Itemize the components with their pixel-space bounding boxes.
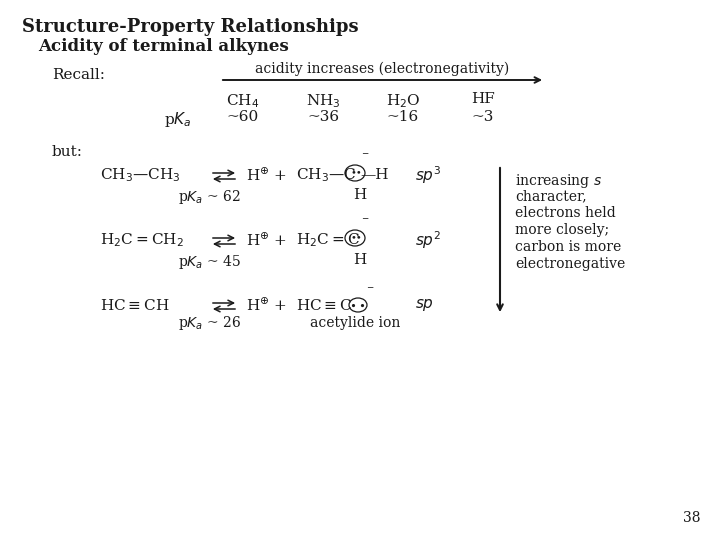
Text: ••: •• <box>350 233 361 242</box>
Text: H$^{\oplus}$ +: H$^{\oplus}$ + <box>246 166 287 184</box>
Text: carbon is more: carbon is more <box>515 240 621 254</box>
Text: increasing $s$: increasing $s$ <box>515 172 602 190</box>
Text: HC$\equiv$C: HC$\equiv$C <box>296 298 352 313</box>
Text: $sp^3$: $sp^3$ <box>415 164 441 186</box>
Text: CH$_3$—C: CH$_3$—C <box>296 166 356 184</box>
Text: $sp^2$: $sp^2$ <box>415 229 441 251</box>
Text: electrons held: electrons held <box>515 206 616 220</box>
Text: H$_2$C$=$C: H$_2$C$=$C <box>296 231 360 249</box>
Text: character,: character, <box>515 189 587 203</box>
Text: HF: HF <box>471 92 495 106</box>
Text: H$^{\oplus}$ +: H$^{\oplus}$ + <box>246 296 287 314</box>
Text: ~36: ~36 <box>307 110 339 124</box>
Text: ••: •• <box>350 168 361 178</box>
Text: acidity increases (electronegativity): acidity increases (electronegativity) <box>256 62 510 76</box>
Text: NH$_3$: NH$_3$ <box>306 92 341 110</box>
Text: $^{-}$: $^{-}$ <box>361 215 369 228</box>
Text: CH$_4$: CH$_4$ <box>226 92 260 110</box>
Text: p$\mathit{K}_a$ ~ 26: p$\mathit{K}_a$ ~ 26 <box>178 314 241 332</box>
Text: HC$\equiv$CH: HC$\equiv$CH <box>100 298 170 313</box>
Text: electronegative: electronegative <box>515 257 625 271</box>
Text: $^{-}$: $^{-}$ <box>361 150 369 163</box>
Text: Recall:: Recall: <box>52 68 105 82</box>
Text: H: H <box>353 188 366 202</box>
Text: $^{-}$: $^{-}$ <box>366 284 374 297</box>
Text: p$\mathit{K}_a$ ~ 45: p$\mathit{K}_a$ ~ 45 <box>178 253 241 271</box>
Text: Acidity of terminal alkynes: Acidity of terminal alkynes <box>38 38 289 55</box>
Text: ~60: ~60 <box>227 110 259 124</box>
Text: H$^{\oplus}$ +: H$^{\oplus}$ + <box>246 231 287 248</box>
Text: H: H <box>353 253 366 267</box>
Text: $sp$: $sp$ <box>415 297 434 313</box>
Text: $\bullet\bullet$: $\bullet\bullet$ <box>349 300 365 310</box>
Text: p$\mathit{K}_a$: p$\mathit{K}_a$ <box>164 110 192 129</box>
Text: H$_2$C$=$CH$_2$: H$_2$C$=$CH$_2$ <box>100 231 184 249</box>
Text: —H: —H <box>360 168 389 182</box>
Text: acetylide ion: acetylide ion <box>310 316 400 330</box>
Text: CH$_3$—CH$_3$: CH$_3$—CH$_3$ <box>100 166 181 184</box>
Text: ~16: ~16 <box>387 110 419 124</box>
Text: H$_2$O: H$_2$O <box>386 92 420 110</box>
Text: p$\mathit{K}_a$ ~ 62: p$\mathit{K}_a$ ~ 62 <box>178 188 241 206</box>
Text: but:: but: <box>52 145 83 159</box>
Text: 38: 38 <box>683 511 700 525</box>
Text: more closely;: more closely; <box>515 223 609 237</box>
Text: ~3: ~3 <box>472 110 494 124</box>
Text: Structure-Property Relationships: Structure-Property Relationships <box>22 18 359 36</box>
